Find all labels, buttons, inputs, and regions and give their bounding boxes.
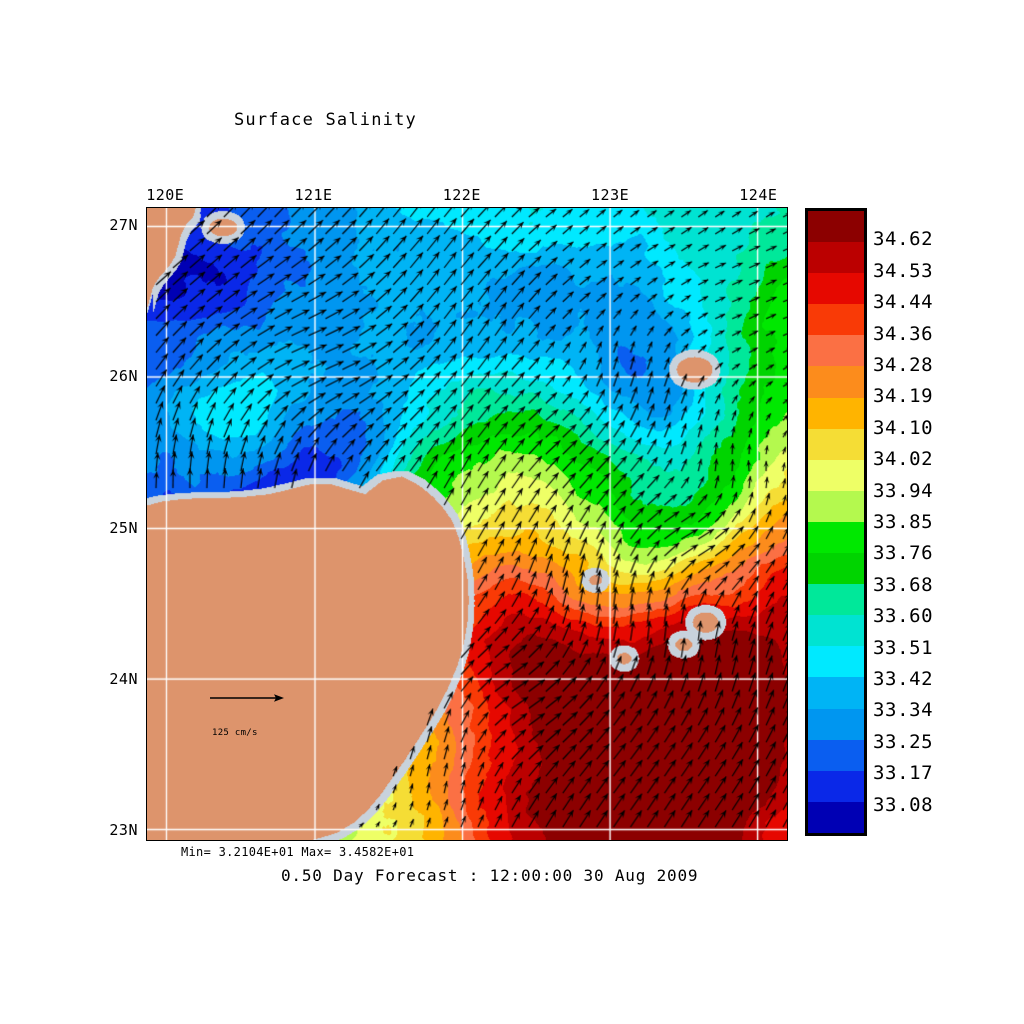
colorbar-band-11 xyxy=(808,553,864,585)
colorbar-tick-34.28: 34.28 xyxy=(873,354,934,376)
colorbar-tick-33.85: 33.85 xyxy=(873,511,934,533)
colorbar-band-7 xyxy=(808,428,864,460)
colorbar-bands xyxy=(805,208,867,836)
salinity-field-canvas xyxy=(147,208,787,840)
colorbar-tick-33.94: 33.94 xyxy=(873,479,934,502)
colorbar-tick-33.17: 33.17 xyxy=(873,762,934,785)
lat-tick-24N: 24N xyxy=(109,670,138,689)
velocity-scale-legend: 125 cm/s xyxy=(206,680,316,750)
colorbar-tick-34.53: 34.53 xyxy=(873,259,934,282)
colorbar-band-3 xyxy=(808,304,864,336)
lon-tick-122E: 122E xyxy=(442,186,481,204)
colorbar-tick-34.62: 34.62 xyxy=(873,228,934,251)
lon-tick-123E: 123E xyxy=(591,186,630,204)
lon-tick-121E: 121E xyxy=(294,186,333,204)
lon-tick-120E: 120E xyxy=(146,186,185,204)
colorbar-band-12 xyxy=(808,584,864,616)
colorbar-tick-33.25: 33.25 xyxy=(873,730,934,753)
colorbar-band-18 xyxy=(808,770,864,802)
colorbar-band-19 xyxy=(808,801,864,833)
colorbar-tick-34.10: 34.10 xyxy=(873,416,934,439)
reference-arrow-icon xyxy=(210,694,284,702)
colorbar-band-16 xyxy=(808,708,864,740)
page-title: Surface Salinity xyxy=(234,110,417,130)
salinity-map[interactable] xyxy=(146,207,788,841)
colorbar-tick-34.44: 34.44 xyxy=(873,291,934,314)
lat-tick-27N: 27N xyxy=(109,216,138,235)
colorbar-tick-33.51: 33.51 xyxy=(873,636,934,659)
colorbar-tick-34.36: 34.36 xyxy=(873,322,934,345)
colorbar-band-0 xyxy=(808,211,864,243)
colorbar-band-17 xyxy=(808,739,864,771)
colorbar-tick-labels: 34.62 34.53 34.44 34.36 34.28 34.19 34.10 34.02… xyxy=(873,208,1003,836)
lon-tick-124E: 124E xyxy=(739,186,778,204)
colorbar-band-14 xyxy=(808,646,864,678)
colorbar-band-8 xyxy=(808,459,864,491)
min-max-annotation: Min= 3.2104E+01 Max= 3.4582E+01 xyxy=(181,845,415,859)
colorbar-band-9 xyxy=(808,490,864,522)
colorbar: 34.62 34.53 34.44 34.36 34.28 34.19 34.10 34.02… xyxy=(805,208,933,836)
forecast-caption: 0.50 Day Forecast : 12:00:00 30 Aug 2009 xyxy=(281,866,699,885)
colorbar-tick-33.42: 33.42 xyxy=(873,668,934,690)
lat-tick-25N: 25N xyxy=(109,518,138,537)
colorbar-tick-33.68: 33.68 xyxy=(873,573,934,596)
colorbar-band-4 xyxy=(808,335,864,367)
colorbar-band-10 xyxy=(808,521,864,554)
velocity-scale-label: 125 cm/s xyxy=(212,728,258,738)
colorbar-tick-33.08: 33.08 xyxy=(873,793,934,816)
colorbar-band-5 xyxy=(808,366,864,398)
colorbar-tick-33.34: 33.34 xyxy=(873,699,934,722)
colorbar-band-6 xyxy=(808,397,864,429)
colorbar-tick-33.76: 33.76 xyxy=(873,542,934,565)
colorbar-band-13 xyxy=(808,615,864,647)
colorbar-band-15 xyxy=(808,677,864,709)
colorbar-band-2 xyxy=(808,273,864,305)
lat-tick-26N: 26N xyxy=(109,367,138,386)
colorbar-band-1 xyxy=(808,242,864,274)
lat-tick-23N: 23N xyxy=(109,821,138,840)
colorbar-tick-33.60: 33.60 xyxy=(873,605,934,628)
colorbar-tick-34.02: 34.02 xyxy=(873,448,934,471)
colorbar-tick-34.19: 34.19 xyxy=(873,385,934,408)
